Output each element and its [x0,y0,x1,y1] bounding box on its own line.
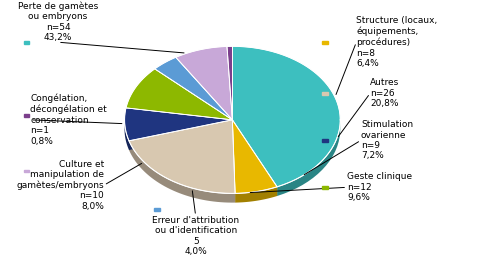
Polygon shape [124,108,232,141]
FancyBboxPatch shape [321,92,327,95]
Polygon shape [155,57,232,120]
Polygon shape [129,120,232,150]
FancyBboxPatch shape [321,139,327,142]
Polygon shape [129,141,235,203]
Text: Congélation,
décongélation et
conservation
n=1
0,8%: Congélation, décongélation et conservati… [30,94,107,146]
Polygon shape [232,46,339,187]
Polygon shape [227,46,232,120]
FancyBboxPatch shape [24,41,29,43]
Text: Autres
n=26
20,8%: Autres n=26 20,8% [369,78,398,108]
Polygon shape [126,69,232,120]
FancyBboxPatch shape [321,41,327,43]
Polygon shape [232,120,276,196]
FancyBboxPatch shape [24,114,29,117]
FancyBboxPatch shape [24,170,29,172]
FancyBboxPatch shape [154,208,160,211]
Polygon shape [232,120,276,194]
Text: Culture et
manipulation de
gamètes/embryons
n=10
8,0%: Culture et manipulation de gamètes/embry… [16,160,104,211]
Polygon shape [129,120,232,150]
Text: Perte de gamètes
ou embryons
n=54
43,2%: Perte de gamètes ou embryons n=54 43,2% [18,2,98,42]
Polygon shape [235,187,276,203]
Polygon shape [276,122,339,196]
Text: Structure (locaux,
équipements,
procédures)
n=8
6,4%: Structure (locaux, équipements, procédur… [356,16,437,68]
FancyBboxPatch shape [321,186,327,189]
Polygon shape [129,120,235,194]
Polygon shape [175,46,232,120]
Polygon shape [232,120,276,196]
Text: Geste clinique
n=12
9,6%: Geste clinique n=12 9,6% [347,172,411,202]
Polygon shape [232,120,235,203]
Text: Stimulation
ovarienne
n=9
7,2%: Stimulation ovarienne n=9 7,2% [360,120,412,160]
Polygon shape [232,120,235,203]
Polygon shape [124,118,129,150]
Text: Erreur d'attribution
ou d'identification
5
4,0%: Erreur d'attribution ou d'identification… [152,216,239,256]
